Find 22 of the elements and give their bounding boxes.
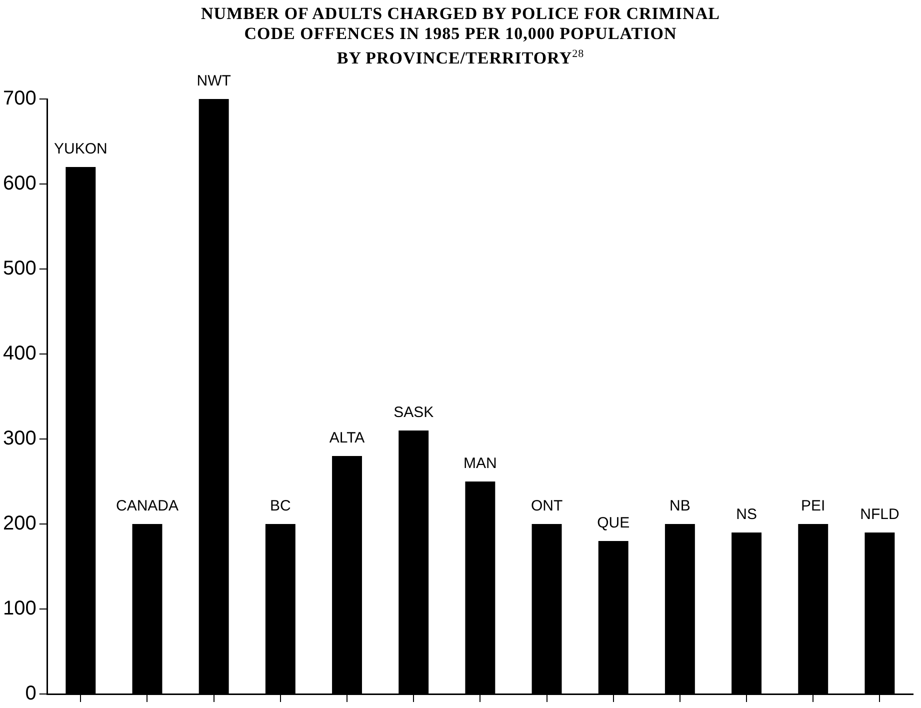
x-tick-label: ALTA <box>329 429 365 446</box>
x-tick-label: ONT <box>530 497 563 514</box>
y-tick-label: 700 <box>2 87 36 110</box>
x-tick-label: BC <box>270 497 292 514</box>
y-tick-label: 200 <box>2 512 36 534</box>
x-tick-label: CANADA <box>116 497 179 514</box>
y-tick-label: 400 <box>2 342 36 364</box>
chart-title: NUMBER OF ADULTS CHARGED BY POLICE FOR CRIMINAL CODE OFFENCES IN 1985 PER 10,000 POPULATION BY PROVINCE/TERRITORY$^{28}$ <box>200 3 721 69</box>
x-tick-label: NS <box>736 506 757 523</box>
x-tick-label: MAN <box>464 454 497 472</box>
x-tick-label: NWT <box>196 72 231 90</box>
y-tick-label: 500 <box>2 257 36 280</box>
y-tick-label: 100 <box>2 597 36 620</box>
x-tick-label: QUE <box>597 514 630 532</box>
x-tick-label: PEI <box>801 497 826 514</box>
x-tick-label: NB <box>670 497 690 514</box>
x-tick-label: SASK <box>394 404 434 421</box>
x-tick-label: NFLD <box>860 506 900 523</box>
y-tick-label: 0 <box>25 682 36 704</box>
y-tick-label: 600 <box>2 172 36 194</box>
x-tick-label: YUKON <box>54 140 108 158</box>
y-tick-label: 300 <box>2 427 36 450</box>
